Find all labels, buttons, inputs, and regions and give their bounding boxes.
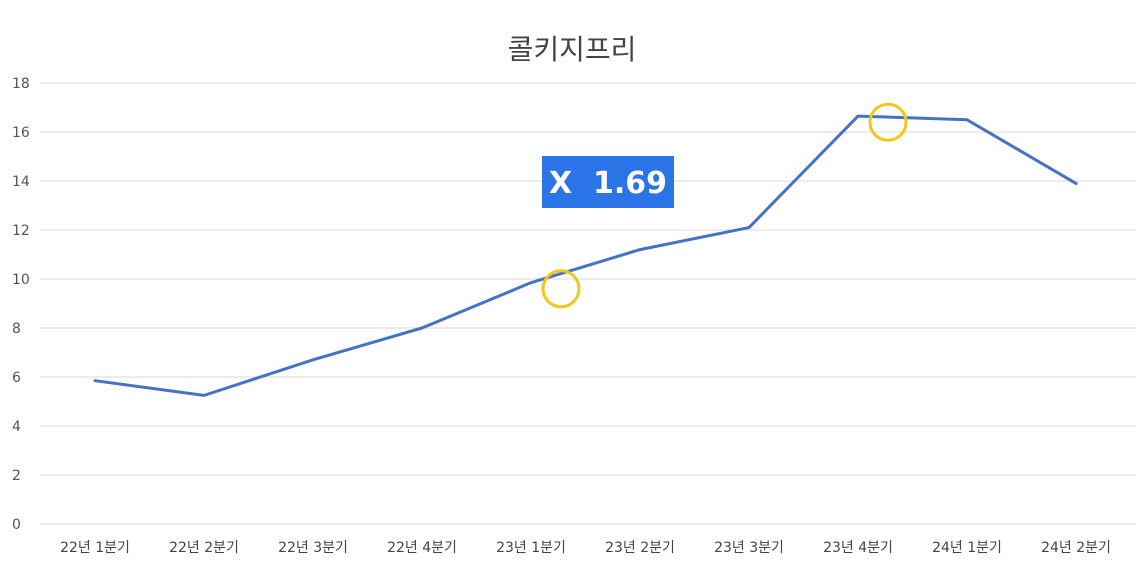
multiplier-badge-text: X 1.69: [549, 166, 667, 201]
badge-layer: X 1.69: [542, 156, 674, 208]
x-tick-label: 22년 1분기: [60, 540, 130, 556]
x-tick-label: 22년 3분기: [278, 540, 348, 556]
x-tick-label: 23년 3분기: [714, 540, 784, 556]
highlight-layer: [541, 102, 908, 309]
y-tick-label: 16: [12, 125, 30, 141]
grid-layer: [40, 82, 1136, 525]
x-axis-ticks: 22년 1분기 22년 2분기 22년 3분기 22년 4분기 23년 1분기 23년 2…: [60, 540, 1111, 556]
y-tick-label: 10: [12, 272, 30, 288]
y-tick-label: 14: [12, 174, 30, 190]
x-tick-label: 22년 2분기: [169, 540, 239, 556]
x-tick-label: 23년 4분기: [823, 540, 893, 556]
y-tick-label: 8: [12, 321, 21, 337]
multiplier-badge: [542, 156, 674, 208]
x-tick-label: 23년 2분기: [605, 540, 675, 556]
x-tick-label: 24년 1분기: [932, 540, 1002, 556]
y-tick-label: 2: [12, 468, 21, 484]
y-tick-label: 18: [12, 76, 30, 92]
x-tick-label: 22년 4분기: [387, 540, 457, 556]
y-tick-label: 12: [12, 223, 30, 239]
chart-title: 콜키지프리: [508, 33, 637, 66]
highlight-circle-1: [868, 102, 908, 142]
highlight-circle-0: [541, 269, 581, 309]
y-axis-ticks: 0 2 4 6 8 10 12 14 16 18: [12, 76, 30, 533]
series-line-0: [93, 114, 1078, 397]
y-tick-label: 0: [12, 517, 21, 533]
x-tick-label: 24년 2분기: [1041, 540, 1111, 556]
y-tick-label: 4: [12, 419, 21, 435]
y-tick-label: 6: [12, 370, 21, 386]
x-tick-label: 23년 1분기: [496, 540, 566, 556]
series-layer: [93, 114, 1078, 397]
